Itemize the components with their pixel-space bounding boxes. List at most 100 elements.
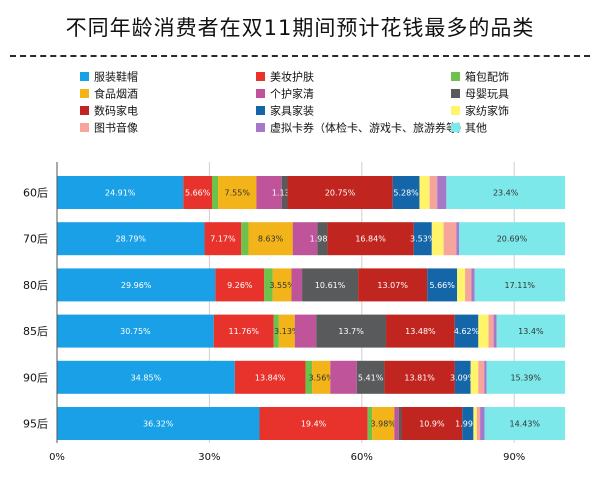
bar-value-label: 1.99% [455, 420, 481, 429]
bar-segment [294, 314, 317, 348]
bar-segment [291, 268, 303, 302]
legend-label: 数码家电 [94, 104, 138, 118]
bar-segment [471, 268, 475, 302]
bar-segment [256, 176, 282, 209]
bar-value-label: 3.13% [274, 327, 300, 336]
bar-value-label: 23.4% [493, 189, 519, 198]
legend-swatch [256, 72, 265, 81]
bar-segment [437, 176, 447, 209]
bar-segment [317, 222, 328, 256]
bar-segment [413, 222, 432, 256]
bar-segment [212, 176, 219, 209]
bar-segment [356, 360, 385, 394]
bar-value-label: 20.75% [325, 189, 356, 198]
bar-segment [327, 222, 414, 256]
bar-segment [401, 407, 463, 440]
category-label: 80后 [23, 279, 48, 292]
bar-segment [427, 268, 458, 302]
bar-segment [57, 222, 205, 256]
category-label: 85后 [23, 325, 48, 338]
bar-value-label: 5.66% [185, 189, 211, 198]
legend-swatch [80, 123, 89, 132]
bar-value-label: 13.84% [255, 373, 286, 382]
bar-value-label: 13.4% [518, 327, 544, 336]
bar-segment [367, 407, 373, 440]
bar-segment [446, 176, 565, 209]
bar-segment [457, 268, 466, 302]
bar-segment [292, 222, 318, 256]
bar-segment [456, 222, 459, 256]
bar-segment [305, 360, 313, 394]
bar-segment [218, 176, 257, 209]
legend-label: 服装鞋帽 [94, 70, 138, 84]
bar-segment [241, 222, 249, 256]
legend-swatch [80, 89, 89, 98]
bar-value-label: 30.75% [120, 327, 151, 336]
bar-value-label: 7.55% [225, 189, 251, 198]
bar-segment [287, 176, 393, 209]
bar-value-label: 1.13% [272, 189, 298, 198]
bar-segment [496, 314, 565, 348]
bar-value-label: 5.66% [429, 281, 455, 290]
bar-value-label: 5.28% [393, 189, 419, 198]
bar-value-label: 17.11% [505, 281, 536, 290]
bar-segment [478, 360, 485, 394]
chart-title: 不同年龄消费者在双11期间预计花钱最多的品类 [65, 16, 535, 40]
bar-segment [273, 314, 279, 348]
bar-value-label: 10.61% [315, 281, 346, 290]
bar-value-label: 13.48% [405, 327, 436, 336]
bar-value-label: 16.84% [355, 235, 386, 244]
bar-segment [462, 407, 474, 440]
category-label: 70后 [23, 233, 48, 246]
bar-segment [302, 268, 359, 302]
bar-segment [478, 314, 489, 348]
bar-segment [215, 268, 265, 302]
legend-swatch [256, 89, 265, 98]
category-label: 95后 [23, 418, 48, 431]
bar-segment [264, 268, 273, 302]
legend-swatch [80, 72, 89, 81]
bar-segment [470, 360, 479, 394]
bar-segment [473, 407, 477, 440]
bar-segment [278, 314, 295, 348]
bar-segment [431, 222, 444, 256]
x-tick-label: 60% [351, 452, 373, 463]
bar-segment [248, 222, 293, 256]
bar-segment [484, 360, 487, 394]
bar-segment [386, 314, 455, 348]
bar-segment [183, 176, 213, 209]
bar-segment [474, 268, 565, 302]
bar-value-label: 3.53% [410, 235, 436, 244]
legend-label: 图书音像 [94, 121, 138, 135]
bar-value-label: 4.62% [454, 327, 480, 336]
bar-value-label: 28.79% [116, 235, 147, 244]
bar-value-label: 3.09% [450, 373, 476, 382]
bar-segment [384, 360, 455, 394]
category-label: 90后 [23, 371, 48, 384]
bar-value-label: 13.07% [377, 281, 408, 290]
bar-value-label: 9.26% [227, 281, 253, 290]
bar-segment [213, 314, 274, 348]
legend-label: 母婴玩具 [465, 88, 509, 101]
bar-segment [480, 407, 485, 440]
bar-segment [204, 222, 242, 256]
legend-swatch [256, 106, 265, 115]
bar-segment [372, 407, 395, 440]
legend-swatch [451, 123, 460, 132]
legend-swatch [451, 72, 460, 81]
bar-value-label: 15.39% [510, 373, 541, 382]
bar-value-label: 3.56% [308, 373, 334, 382]
title-divider [10, 55, 590, 57]
legend-label: 食品烟酒 [94, 87, 138, 101]
bar-value-label: 20.69% [497, 235, 528, 244]
bar-value-label: 1.98% [310, 235, 336, 244]
bar-segment [493, 314, 497, 348]
bar-segment [488, 314, 494, 348]
x-tick-label: 90% [503, 452, 525, 463]
legend-label: 家具家装 [270, 104, 314, 118]
bar-segment [281, 176, 288, 209]
bar-segment [484, 407, 565, 440]
bar-segment [57, 176, 184, 209]
bar-segment [330, 360, 357, 394]
